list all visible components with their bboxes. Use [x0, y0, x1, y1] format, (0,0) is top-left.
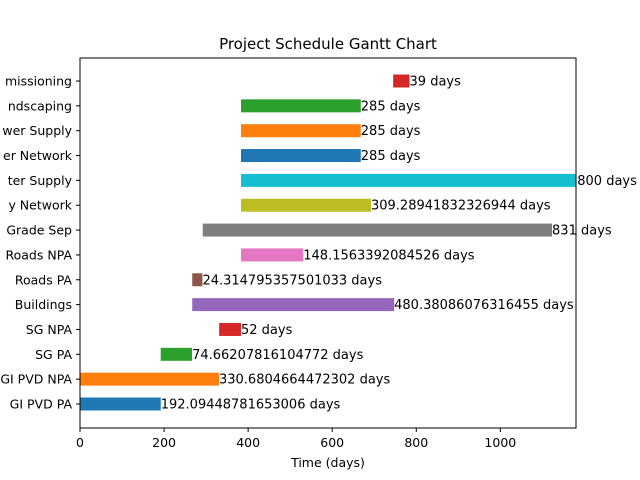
x-tick-label: 600 [320, 435, 344, 450]
y-tick-label: Buildings [15, 297, 72, 312]
bar-labels-group: 192.09448781653006 days 330.6804664472302… [161, 75, 637, 413]
bar-duration-label: 24.314795357501033 days [202, 273, 382, 288]
y-tick-label: SG PA [35, 347, 72, 362]
y-tick-label: y Network [8, 198, 72, 213]
y-tick-label: missioning [5, 74, 72, 89]
y-tick-label: GI PVD PA [10, 397, 73, 412]
bars-group [80, 74, 576, 411]
y-tick-label: Grade Sep [6, 223, 72, 238]
bar-duration-label: 74.66207816104772 days [192, 348, 364, 363]
y-tick-label: er Network [3, 148, 73, 163]
y-tick-label: wer Supply [2, 123, 72, 138]
bar-duration-label: 285 days [361, 124, 421, 139]
bar-duration-label: 330.6804664472302 days [219, 373, 391, 388]
x-tick-label: 200 [152, 435, 176, 450]
x-tick-label: 0 [76, 435, 84, 450]
gantt-bar [240, 248, 304, 262]
bar-duration-label: 52 days [241, 323, 293, 338]
y-tick-label: Roads PA [15, 272, 73, 287]
bar-duration-label: 831 days [552, 224, 612, 239]
bar-duration-label: 480.38086076316455 days [394, 298, 574, 313]
bar-duration-label: 148.1563392084526 days [303, 248, 475, 263]
bar-duration-label: 285 days [361, 149, 421, 164]
y-tick-label: ter Supply [8, 173, 73, 188]
y-tick-label: SG NPA [26, 322, 73, 337]
bar-duration-label: 800 days [577, 174, 637, 189]
gantt-bar [393, 74, 410, 88]
bar-duration-label: 39 days [410, 75, 462, 90]
x-axis: 0 200 400 600 800 1000 [76, 428, 516, 450]
gantt-bar [240, 124, 361, 138]
gantt-bar [80, 372, 219, 386]
gantt-bar [202, 223, 553, 237]
gantt-bar [219, 322, 241, 336]
y-tick-label: Roads NPA [6, 247, 73, 262]
gantt-bar [240, 99, 361, 113]
plot-frame [79, 57, 577, 429]
x-tick-label: 1000 [484, 435, 516, 450]
bar-duration-label: 309.28941832326944 days [371, 199, 551, 214]
bar-duration-label: 192.09448781653006 days [161, 398, 341, 413]
gantt-bar [160, 347, 193, 361]
gantt-bar [240, 173, 576, 187]
y-tick-label: GI PVD NPA [0, 372, 72, 387]
gantt-bar [192, 273, 203, 287]
gantt-bar [240, 149, 361, 163]
bar-duration-label: 285 days [361, 99, 421, 114]
gantt-bar [192, 298, 395, 312]
chart-title: Project Schedule Gantt Chart [219, 35, 437, 53]
x-tick-label: 400 [236, 435, 260, 450]
y-axis: GI PVD PA GI PVD NPA SG PA SG NPA Buildings R… [0, 74, 80, 412]
x-axis-label: Time (days) [290, 455, 365, 470]
gantt-bar [240, 198, 371, 212]
gantt-bar [80, 397, 161, 411]
x-tick-label: 800 [404, 435, 428, 450]
y-tick-label: ndscaping [8, 98, 72, 113]
